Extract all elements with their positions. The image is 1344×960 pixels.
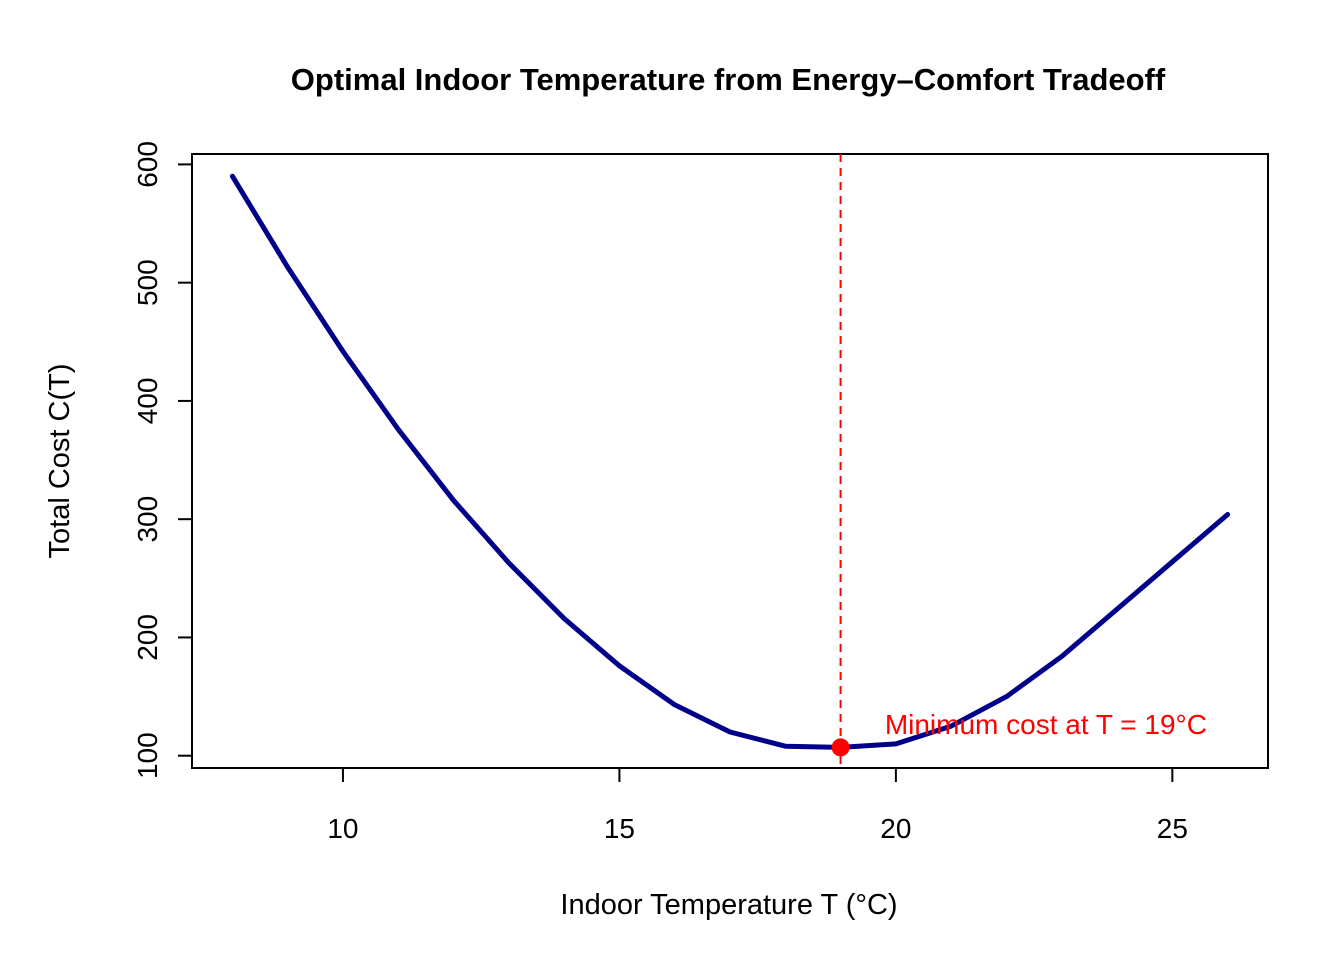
y-axis-label: Total Cost C(T): [44, 364, 76, 559]
plot-frame: [191, 153, 1269, 769]
cost-curve-line: [229, 173, 1231, 750]
y-tick-label: 500: [132, 259, 163, 306]
x-tick-label: 10: [327, 813, 358, 844]
plot-area: Minimum cost at T = 19°C: [229, 154, 1231, 768]
x-axis-label: Indoor Temperature T (°C): [560, 889, 897, 921]
x-tick-label: 15: [604, 813, 635, 844]
chart-title: Optimal Indoor Temperature from Energy–C…: [291, 62, 1166, 97]
y-tick-label: 400: [132, 378, 163, 425]
optimum-point: [831, 738, 850, 757]
y-tick-label: 600: [132, 141, 163, 188]
y-axis: 100 200 300 400 500 600: [132, 141, 192, 779]
y-tick-label: 200: [132, 614, 163, 661]
minimum-cost-annotation: Minimum cost at T = 19°C: [885, 709, 1207, 740]
y-tick-label: 300: [132, 496, 163, 543]
x-axis: 10 15 20 25: [327, 768, 1188, 844]
x-tick-label: 20: [880, 813, 911, 844]
y-tick-label: 100: [132, 732, 163, 779]
x-tick-label: 25: [1157, 813, 1188, 844]
